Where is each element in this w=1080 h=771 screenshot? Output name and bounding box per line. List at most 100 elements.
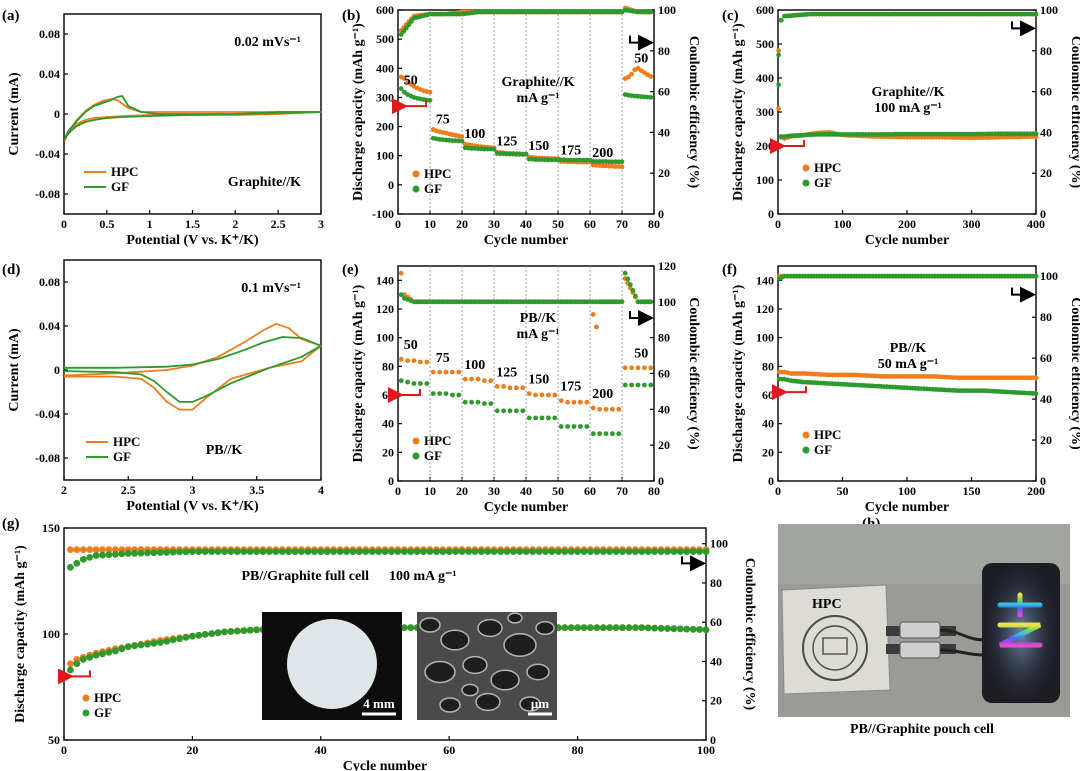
rate-label: 200 xyxy=(592,387,613,402)
x-axis-label: Cycle number xyxy=(343,759,427,771)
capacity-point-gf xyxy=(622,382,628,388)
capacity-point-gf xyxy=(638,624,646,631)
led-row-2 xyxy=(997,592,1043,618)
capacity-point-hpc xyxy=(526,391,532,396)
y2-tick-label: 60 xyxy=(710,615,722,629)
capacity-point-gf xyxy=(214,629,222,637)
legend-label-hpc: HPC xyxy=(424,166,451,181)
capacity-point-gf xyxy=(427,97,433,103)
capacity-point-gf xyxy=(612,624,620,631)
y-tick-label: 0.04 xyxy=(39,67,60,81)
capacity-point-hpc xyxy=(776,106,781,111)
ce-point-gf xyxy=(92,552,100,559)
y-tick-label: -0.04 xyxy=(35,407,60,421)
rate-label: 100 xyxy=(464,358,485,373)
ce-point-gf xyxy=(1033,273,1039,279)
y-tick-label: 100 xyxy=(376,331,394,345)
rate-label: 200 xyxy=(592,146,613,161)
y2-tick-label: 60 xyxy=(1040,351,1052,365)
chart-full-cell: 0 20 40 60 80 100 50 100 150 0 20 40 60 80 100 Cycle nu… xyxy=(13,521,757,771)
legend-swatch-gf xyxy=(802,179,810,187)
capacity-point-hpc xyxy=(629,71,634,77)
x-tick-label: 150 xyxy=(963,484,981,498)
chart-cycling-pb: 0 50 100 150 2000204060801001201400204060801… xyxy=(731,265,1080,515)
y-tick-label: 500 xyxy=(756,37,774,51)
capacity-axis-arrow-icon xyxy=(770,138,805,154)
chart-cv-pb: 2 2.5 3 3.5 4 -0.08 -0.04 0 0.04 0.08 Potential (V… xyxy=(7,259,324,514)
ce-point-gf xyxy=(240,548,248,555)
ce-point-gf xyxy=(1033,11,1039,17)
capacity-point-gf xyxy=(118,645,126,653)
legend-swatch-gf xyxy=(412,185,420,193)
capacity-point-gf xyxy=(79,656,87,663)
y-tick-label: -0.08 xyxy=(35,451,60,465)
capacity-point-gf xyxy=(696,626,703,633)
capacity-point-gf xyxy=(462,399,468,405)
y-tick-label: 60 xyxy=(762,388,774,402)
ce-point-hpc xyxy=(99,546,106,553)
rate-label: 50 xyxy=(634,347,648,362)
ce-point-gf xyxy=(465,548,472,555)
y-tick-label: 150 xyxy=(42,521,60,535)
separator-disc xyxy=(287,619,377,709)
capacity-point-gf xyxy=(163,637,171,645)
capacity-point-gf xyxy=(86,653,94,661)
y-tick-label: 140 xyxy=(756,273,774,287)
legend-swatch-gf xyxy=(802,446,810,454)
pouch-cell-photo: HPC PB//Graphite pouch cell xyxy=(778,524,1070,737)
capacity-point-gf xyxy=(670,625,678,633)
ce-point-hpc xyxy=(92,546,100,553)
capacity-point-gf xyxy=(488,401,494,406)
unit-annotation: mA g⁻¹ xyxy=(516,91,559,106)
ce-point-hpc xyxy=(590,312,596,317)
legend-swatch-hpc xyxy=(412,437,420,445)
rate-label: 50 xyxy=(404,338,418,353)
ce-point-gf xyxy=(490,548,498,555)
x-axis-label: Potential (V vs. K⁺/K) xyxy=(126,499,259,514)
ce-point-gf xyxy=(343,548,350,555)
capacity-point-gf xyxy=(73,660,81,668)
clip-upper xyxy=(899,621,941,639)
panel-label-d: (d) xyxy=(2,262,20,278)
sem-pore xyxy=(439,697,461,713)
capacity-point-hpc xyxy=(648,74,654,79)
capacity-point-hpc xyxy=(520,385,526,391)
capacity-point-gf xyxy=(632,624,639,631)
ce-point-gf xyxy=(336,548,344,555)
ce-point-gf xyxy=(633,293,638,299)
y-tick-label: 120 xyxy=(376,302,394,316)
ce-point-gf xyxy=(622,270,628,276)
cell-annotation: PB//K xyxy=(206,443,243,458)
y-tick-label: 40 xyxy=(762,417,774,431)
y-tick-label: 200 xyxy=(376,120,394,134)
scan-rate-annotation: 0.1 mVs⁻¹ xyxy=(241,281,301,296)
sem-pore xyxy=(490,669,520,691)
ce-point-hpc xyxy=(776,48,781,54)
capacity-point-gf xyxy=(526,415,532,421)
capacity-point-gf xyxy=(635,382,641,388)
capacity-point-hpc xyxy=(459,134,465,139)
panel-label-f: (f) xyxy=(722,262,737,278)
capacity-point-gf xyxy=(253,626,260,634)
capacity-point-gf xyxy=(606,624,614,631)
ce-point-gf xyxy=(452,548,459,555)
y-tick-label: 0.08 xyxy=(39,275,60,289)
y2-tick-label: 120 xyxy=(658,259,676,273)
ce-point-gf xyxy=(304,548,312,555)
ce-point-gf xyxy=(131,549,139,557)
ce-point-gf xyxy=(409,19,414,24)
capacity-point-gf xyxy=(587,624,594,631)
capacity-point-gf xyxy=(137,641,145,649)
ce-point-gf xyxy=(73,559,81,567)
capacity-point-hpc xyxy=(539,392,545,398)
ce-point-gf xyxy=(778,17,784,23)
y-tick-label: 100 xyxy=(756,173,774,187)
led-row-3 xyxy=(997,622,1043,648)
capacity-point-gf xyxy=(201,631,209,638)
x-tick-label: 40 xyxy=(520,217,532,231)
cv-curve-hpc xyxy=(64,98,322,142)
ce-point-gf xyxy=(420,548,427,555)
x-tick-label: 1 xyxy=(147,217,153,231)
scale-label-photo: 4 mm xyxy=(363,696,395,711)
